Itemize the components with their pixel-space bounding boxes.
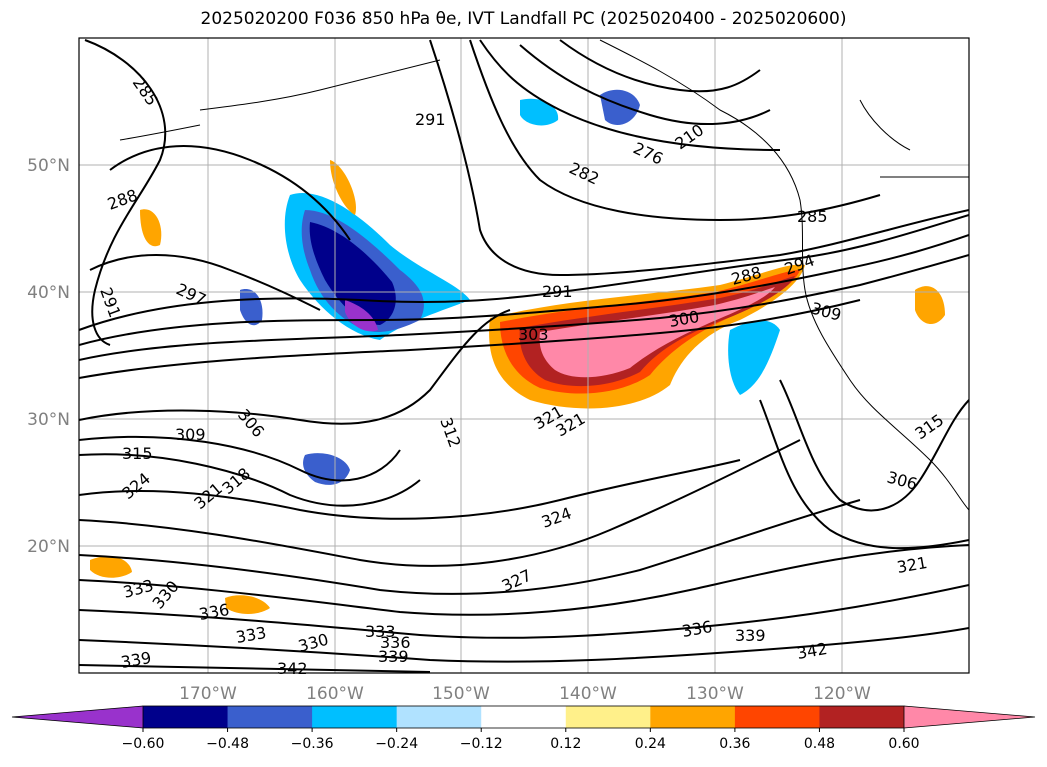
graticule bbox=[79, 38, 969, 673]
lat-label: 30°N bbox=[27, 410, 70, 430]
contour-label: 285 bbox=[797, 207, 828, 226]
positive-pc-west-1 bbox=[140, 209, 162, 247]
latitude-labels: 50°N 40°N 30°N 20°N bbox=[27, 156, 70, 557]
colorbar-tick-label: 0.48 bbox=[804, 736, 835, 752]
negative-pc-small-1 bbox=[240, 289, 263, 326]
lon-label: 160°W bbox=[306, 684, 364, 704]
contour-label: 291 bbox=[415, 110, 446, 129]
contour-label: 309 bbox=[175, 425, 206, 444]
colorbar-segment bbox=[819, 706, 905, 728]
colorbar-segment bbox=[312, 706, 398, 728]
lat-label: 40°N bbox=[27, 283, 70, 303]
longitude-labels: 170°W 160°W 150°W 140°W 130°W 120°W bbox=[179, 684, 871, 704]
contour-label: 342 bbox=[277, 659, 308, 678]
positive-pc-plume-core bbox=[539, 287, 775, 378]
colorbar-tick-label: 0.60 bbox=[888, 736, 919, 752]
colorbar-tick-label: −0.24 bbox=[375, 736, 418, 752]
colorbar-tick-label: −0.48 bbox=[206, 736, 249, 752]
positive-pc-east-2 bbox=[330, 160, 356, 215]
colorbar-segment bbox=[396, 706, 482, 728]
negative-pc-small-5 bbox=[728, 320, 780, 395]
negative-pc-small-4 bbox=[520, 98, 559, 126]
contour-label: 291 bbox=[542, 282, 573, 301]
map-title: 2025020200 F036 850 hPa θe, IVT Landfall… bbox=[200, 9, 847, 29]
contour-label: 339 bbox=[735, 626, 766, 645]
lat-label: 50°N bbox=[27, 156, 70, 176]
colorbar-tick-label: −0.12 bbox=[460, 736, 503, 752]
contour-label: 339 bbox=[378, 647, 409, 666]
colorbar-frame bbox=[142, 705, 905, 729]
negative-pc-strong bbox=[309, 222, 396, 325]
lon-label: 120°W bbox=[813, 684, 871, 704]
colorbar-segment bbox=[734, 706, 820, 728]
contour-label: 315 bbox=[122, 444, 153, 463]
contour-label: 333 bbox=[365, 622, 396, 641]
colorbar-tick-label: −0.36 bbox=[291, 736, 334, 752]
lon-label: 130°W bbox=[686, 684, 744, 704]
negative-pc-small-3 bbox=[600, 89, 640, 125]
lat-label: 20°N bbox=[27, 537, 70, 557]
colorbar-tick-label: 0.36 bbox=[719, 736, 750, 752]
colorbar-tick-label: 0.24 bbox=[635, 736, 666, 752]
coastlines bbox=[119, 39, 969, 511]
lon-label: 140°W bbox=[559, 684, 617, 704]
colorbar-segment bbox=[650, 706, 736, 728]
colorbar: −0.60 −0.48 −0.36 −0.24 −0.12 0.12 0.24 0.36 0.4… bbox=[11, 705, 1036, 752]
map-frame bbox=[78, 37, 970, 674]
colorbar-right-arrow-outline bbox=[903, 705, 1036, 729]
negative-pc-max bbox=[345, 300, 378, 332]
lon-label: 170°W bbox=[179, 684, 237, 704]
positive-pc-west-3 bbox=[225, 595, 270, 614]
lon-label: 150°W bbox=[432, 684, 490, 704]
colorbar-extend-high bbox=[904, 706, 1035, 728]
positive-pc-west-2 bbox=[90, 556, 132, 578]
colorbar-left-arrow-outline bbox=[11, 705, 144, 729]
colorbar-segment bbox=[481, 706, 567, 728]
contour-label: 303 bbox=[518, 325, 549, 344]
contour-label: 336 bbox=[380, 633, 411, 652]
colorbar-segment bbox=[227, 706, 313, 728]
colorbar-tick-label: −0.60 bbox=[122, 736, 165, 752]
positive-pc-east-1 bbox=[915, 286, 945, 325]
colorbar-tick-label: 0.12 bbox=[550, 736, 581, 752]
colorbar-segment bbox=[143, 706, 229, 728]
colorbar-segment bbox=[565, 706, 651, 728]
colorbar-extend-low bbox=[12, 706, 143, 728]
